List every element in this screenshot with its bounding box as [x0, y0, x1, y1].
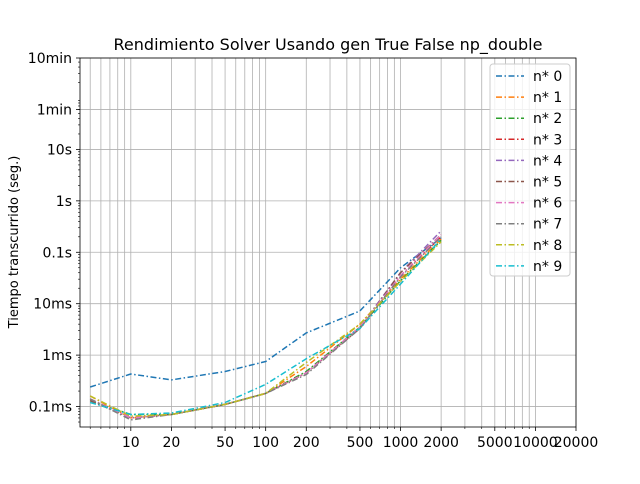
legend-label: n* 7 [533, 217, 562, 233]
series-line-9 [89, 238, 442, 416]
series-line-8 [89, 241, 442, 417]
series-lines [89, 230, 442, 421]
y-tick-label: 10ms [33, 297, 72, 313]
legend-label: n* 3 [533, 132, 562, 148]
y-tick-label: 1s [56, 194, 72, 210]
x-tick-label: 2000 [423, 435, 459, 451]
legend: n* 0 n* 1 n* 2 n* 3 n* 4 n* 5 n* 6 n* 7 n* 8 n* 9 [489, 63, 571, 277]
series-line-6 [89, 234, 442, 419]
x-tick-label: 5000 [477, 435, 513, 451]
y-axis-label: Tiempo transcurrido (seg.) [7, 156, 22, 330]
legend-label: n* 1 [533, 90, 562, 106]
x-tick-label: 20000 [554, 435, 599, 451]
y-tick-label: 0.1s [42, 245, 72, 261]
x-tick-label: 10 [122, 435, 140, 451]
x-tick-label: 10000 [513, 435, 558, 451]
legend-label: n* 9 [533, 259, 562, 275]
y-tick-label: 1ms [42, 348, 72, 364]
chart-title: Rendimiento Solver Usando gen True False… [114, 35, 543, 55]
y-tick-label: 10min [28, 51, 72, 67]
x-tick-label: 20 [162, 435, 180, 451]
legend-label: n* 2 [533, 111, 562, 127]
legend-label: n* 0 [533, 69, 562, 85]
legend-label: n* 4 [533, 153, 562, 169]
plot-frame [79, 57, 577, 428]
series-line-2 [89, 239, 442, 416]
x-tick-label: 200 [293, 435, 320, 451]
x-tick-label: 50 [216, 435, 234, 451]
series-line-0 [89, 237, 442, 388]
legend-label: n* 5 [533, 175, 562, 191]
series-line-7 [89, 236, 442, 421]
x-tick-label: 500 [347, 435, 374, 451]
x-tick-label: 1000 [383, 435, 419, 451]
x-tick-label: 100 [252, 435, 279, 451]
legend-label: n* 8 [533, 238, 562, 254]
y-tick-label: 0.1ms [29, 400, 72, 416]
legend-label: n* 6 [533, 196, 562, 212]
y-tick-label: 1min [37, 102, 72, 118]
y-tick-label: 10s [47, 142, 72, 158]
series-line-5 [89, 234, 442, 419]
